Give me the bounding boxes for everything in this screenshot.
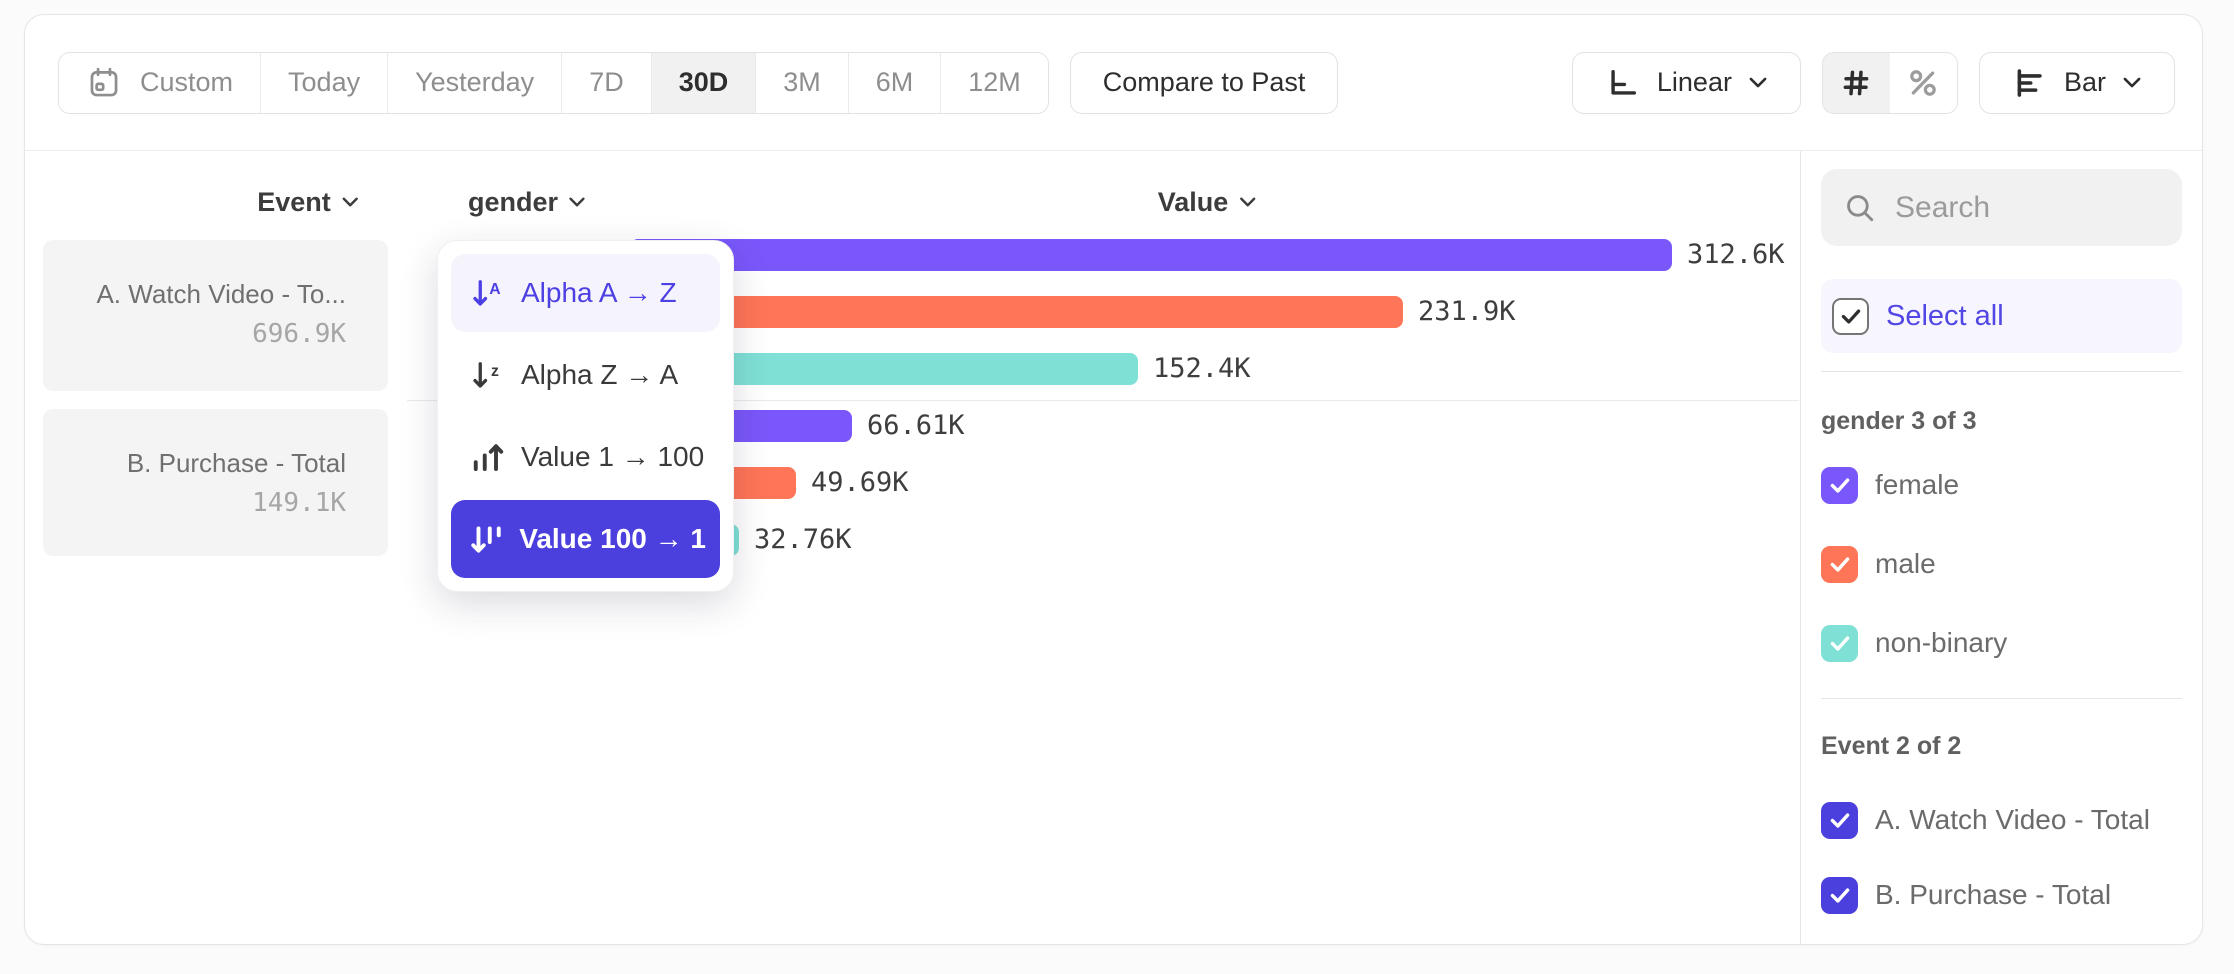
- select-all-checkbox[interactable]: [1832, 297, 1869, 335]
- scale-dropdown-button[interactable]: Linear: [1571, 51, 1801, 114]
- sidebar-divider: [1821, 698, 2182, 699]
- bar-value-label: 32.76K: [754, 524, 852, 555]
- sidebar-divider: [1821, 371, 2182, 372]
- bar-row: 312.6K: [630, 239, 1785, 271]
- menu-item-value-asc[interactable]: Value 1 → 100: [451, 418, 720, 496]
- bar-value-label: 152.4K: [1153, 353, 1251, 384]
- date-range-custom[interactable]: Custom: [59, 52, 261, 113]
- date-range-control: Custom Today Yesterday 7D 30D 3M 6M 12M: [58, 51, 1049, 114]
- chevron-down-icon: [1238, 196, 1256, 208]
- main-area: Event gender Value A. Watch Video - To.: [25, 151, 2202, 944]
- menu-item-value-desc[interactable]: Value 100 → 1: [451, 500, 720, 578]
- svg-text:z: z: [491, 363, 499, 380]
- chevron-down-icon: [568, 196, 586, 208]
- svg-text:A: A: [489, 281, 500, 298]
- percent-toggle[interactable]: [1889, 52, 1957, 113]
- legend-item-female[interactable]: female: [1821, 466, 2182, 504]
- bar-chart-icon: [2012, 66, 2048, 100]
- search-box: [1821, 169, 2182, 246]
- bar-value-label: 312.6K: [1687, 239, 1785, 270]
- hash-icon: [1839, 66, 1873, 100]
- date-range-7d[interactable]: 7D: [561, 52, 651, 113]
- select-all-row[interactable]: Select all: [1821, 279, 2182, 353]
- search-icon: [1843, 191, 1877, 225]
- female-checkbox[interactable]: [1821, 466, 1858, 504]
- column-header-event[interactable]: Event: [257, 185, 359, 219]
- bar-row: 231.9K: [630, 296, 1516, 328]
- event-name: B. Purchase - Total: [126, 448, 346, 478]
- bar-female-a[interactable]: [630, 239, 1672, 271]
- report-card: Custom Today Yesterday 7D 30D 3M 6M 12M …: [24, 14, 2203, 945]
- sort-alpha-asc-icon: A: [467, 275, 507, 311]
- bar-male-a[interactable]: [630, 296, 1403, 328]
- legend-item-male[interactable]: male: [1821, 545, 2182, 583]
- chevron-down-icon: [341, 196, 359, 208]
- legend-item-nonbinary[interactable]: non-binary: [1821, 624, 2182, 662]
- male-checkbox[interactable]: [1821, 545, 1858, 583]
- date-range-label: Custom: [140, 67, 234, 97]
- bar-value-label: 66.61K: [867, 410, 965, 441]
- event-card-a[interactable]: A. Watch Video - To... 696.9K: [43, 240, 388, 391]
- sort-value-desc-icon: [467, 521, 505, 557]
- sort-alpha-desc-icon: z: [467, 357, 507, 393]
- absolute-number-toggle[interactable]: [1822, 52, 1890, 113]
- watch-video-checkbox[interactable]: [1821, 801, 1858, 839]
- legend-item-purchase[interactable]: B. Purchase - Total: [1821, 876, 2182, 914]
- legend-item-watch-video[interactable]: A. Watch Video - Total: [1821, 801, 2182, 839]
- sort-value-asc-icon: [467, 439, 507, 475]
- group-title-gender: gender 3 of 3: [1821, 407, 1977, 435]
- bar-value-label: 49.69K: [811, 467, 909, 498]
- bar-value-label: 231.9K: [1418, 296, 1516, 327]
- date-range-3m[interactable]: 3M: [755, 52, 848, 113]
- toolbar: Custom Today Yesterday 7D 30D 3M 6M 12M …: [25, 15, 2202, 151]
- sort-dropdown-menu: A Alpha A → Z z Alpha Z → A: [437, 240, 734, 592]
- linear-axis-icon: [1605, 66, 1641, 100]
- chart-type-dropdown-button[interactable]: Bar: [1978, 51, 2175, 114]
- percent-icon: [1906, 66, 1940, 100]
- date-range-12m[interactable]: 12M: [940, 52, 1048, 113]
- nonbinary-checkbox[interactable]: [1821, 624, 1858, 662]
- chart-region: Event gender Value A. Watch Video - To.: [25, 151, 1800, 944]
- purchase-checkbox[interactable]: [1821, 876, 1858, 914]
- number-format-toggle: [1821, 51, 1958, 114]
- menu-item-alpha-desc[interactable]: z Alpha Z → A: [451, 336, 720, 414]
- compare-to-past-button[interactable]: Compare to Past: [1069, 51, 1339, 114]
- chevron-down-icon: [2122, 76, 2142, 89]
- column-header-gender[interactable]: gender: [468, 185, 586, 219]
- chevron-down-icon: [1748, 76, 1768, 89]
- event-name: A. Watch Video - To...: [96, 279, 346, 309]
- date-range-6m[interactable]: 6M: [847, 52, 941, 113]
- date-range-yesterday[interactable]: Yesterday: [387, 52, 562, 113]
- date-range-today[interactable]: Today: [260, 52, 388, 113]
- select-all-label: Select all: [1886, 299, 2004, 332]
- toolbar-right-group: Linear: [1571, 51, 2175, 114]
- calendar-icon: [86, 66, 122, 100]
- date-range-30d[interactable]: 30D: [650, 52, 756, 113]
- event-card-b[interactable]: B. Purchase - Total 149.1K: [43, 409, 388, 556]
- menu-item-alpha-asc[interactable]: A Alpha A → Z: [451, 254, 720, 332]
- event-total: 149.1K: [252, 488, 346, 518]
- column-header-value[interactable]: Value: [1158, 185, 1257, 219]
- search-input[interactable]: [1895, 190, 2160, 225]
- group-title-event: Event 2 of 2: [1821, 732, 1962, 760]
- event-total: 696.9K: [252, 319, 346, 349]
- legend-sidebar: Select all gender 3 of 3 female male: [1800, 151, 2202, 944]
- group-separator: [407, 400, 1799, 401]
